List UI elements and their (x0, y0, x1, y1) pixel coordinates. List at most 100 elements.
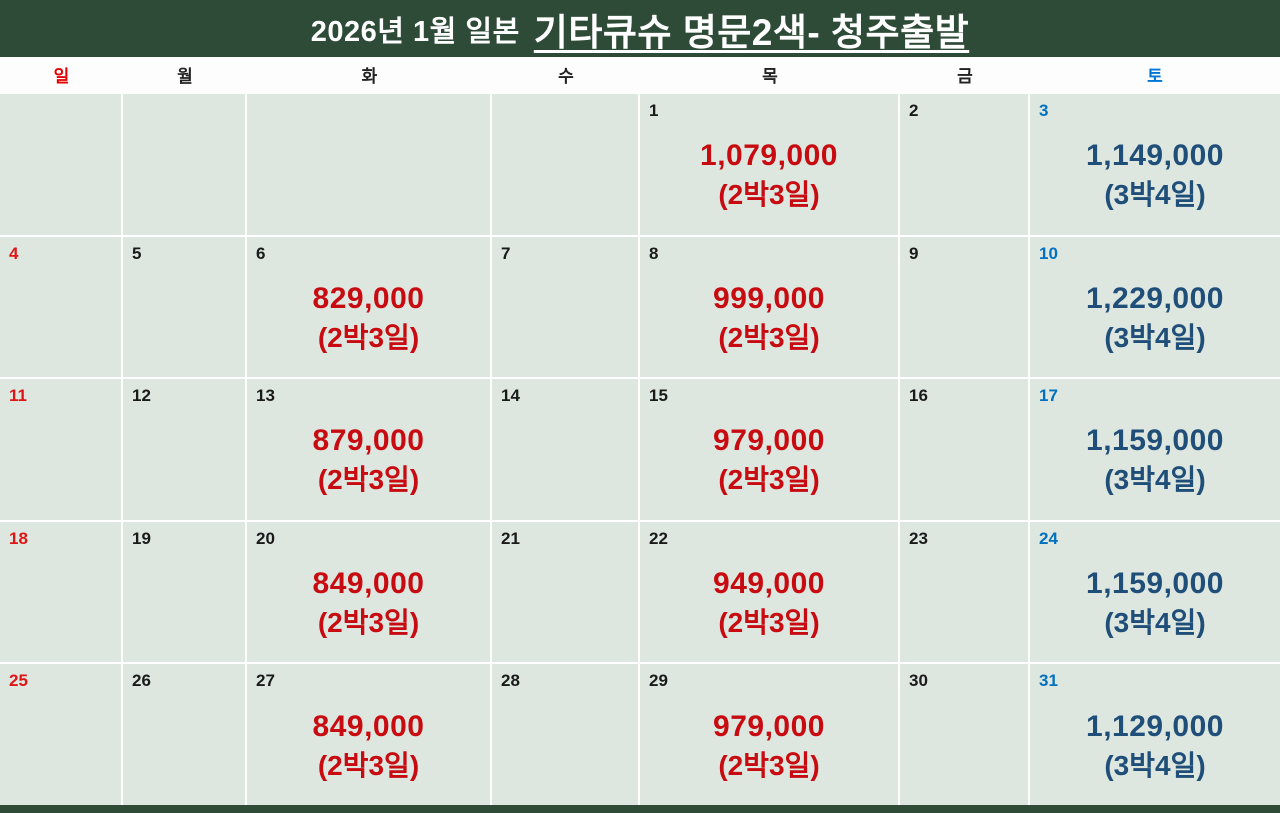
calendar-day-17[interactable]: 17 1,159,000 (3박4일) (1030, 377, 1280, 520)
day-number: 14 (501, 386, 520, 406)
tour-price: 1,159,000 (1086, 567, 1224, 601)
calendar-grid: 1 1,079,000 (2박3일) 2 3 1,149,000 (3박4일) 4 5 6 829,… (0, 92, 1280, 805)
calendar-month-title: 2026년 1월 일본 (310, 15, 520, 48)
day-number: 12 (132, 386, 151, 406)
bottom-banner (0, 805, 1280, 813)
price-block: 999,000 (2박3일) (640, 237, 898, 378)
calendar-day-30: 30 (900, 662, 1030, 805)
weekday-label-sunday: 일 (53, 67, 70, 86)
calendar-day-3[interactable]: 3 1,149,000 (3박4일) (1030, 92, 1280, 235)
calendar-day-16: 16 (900, 377, 1030, 520)
day-number: 9 (909, 243, 919, 263)
calendar-empty-cell (0, 92, 123, 235)
calendar-day-22[interactable]: 22 949,000 (2박3일) (640, 519, 900, 663)
price-block: 1,149,000 (3박4일) (1030, 94, 1280, 235)
tour-price: 1,229,000 (1086, 281, 1224, 315)
weekday-label-3: 수 (558, 67, 574, 86)
tour-price: 849,000 (312, 567, 425, 601)
day-number: 20 (256, 528, 275, 548)
price-block: 849,000 (2박3일) (247, 664, 490, 805)
weekday-label-4: 목 (762, 67, 778, 86)
tour-duration: (3박4일) (1104, 749, 1206, 781)
day-number: 28 (501, 671, 520, 691)
calendar-day-18: 18 (0, 519, 123, 663)
tour-duration: (3박4일) (1104, 321, 1206, 353)
day-number: 25 (9, 671, 28, 691)
day-number: 23 (909, 528, 928, 548)
calendar-day-13[interactable]: 13 879,000 (2박3일) (247, 377, 492, 520)
calendar-day-10[interactable]: 10 1,229,000 (3박4일) (1030, 234, 1280, 378)
tour-duration: (2박3일) (718, 749, 820, 781)
day-number: 31 (1039, 671, 1058, 691)
day-number: 5 (132, 243, 142, 263)
tour-price: 999,000 (713, 281, 825, 315)
price-block: 1,159,000 (3박4일) (1030, 522, 1280, 663)
tour-duration: (2박3일) (317, 464, 420, 496)
tour-title: 기타큐슈 명문2색- 청주출발 (533, 11, 970, 53)
calendar-day-29[interactable]: 29 979,000 (2박3일) (640, 662, 900, 805)
day-number: 24 (1039, 528, 1058, 548)
price-block: 1,079,000 (2박3일) (640, 94, 898, 235)
weekday-label-5: 금 (957, 67, 973, 86)
calendar-day-1[interactable]: 1 1,079,000 (2박3일) (640, 92, 900, 235)
tour-duration: (2박3일) (317, 607, 420, 639)
calendar-day-23: 23 (900, 519, 1030, 663)
calendar-day-5: 5 (123, 234, 247, 378)
calendar-day-20[interactable]: 20 849,000 (2박3일) (247, 519, 492, 663)
tour-price: 979,000 (713, 709, 825, 743)
tour-duration: (3박4일) (1104, 464, 1206, 496)
price-block: 979,000 (2박3일) (640, 379, 898, 520)
tour-duration: (2박3일) (718, 607, 820, 639)
day-number: 17 (1039, 386, 1058, 406)
calendar-day-9: 9 (900, 234, 1030, 378)
tour-duration: (2박3일) (317, 321, 420, 353)
tour-duration: (2박3일) (718, 321, 820, 353)
calendar-day-26: 26 (123, 662, 247, 805)
day-number: 19 (132, 528, 151, 548)
price-block: 829,000 (2박3일) (247, 237, 490, 378)
calendar-empty-cell (492, 92, 640, 235)
tour-duration: (2박3일) (718, 179, 820, 211)
price-block: 849,000 (2박3일) (247, 522, 490, 663)
day-number: 27 (256, 671, 275, 691)
calendar-day-19: 19 (123, 519, 247, 663)
calendar-day-27[interactable]: 27 849,000 (2박3일) (247, 662, 492, 805)
tour-price: 979,000 (713, 424, 825, 458)
day-number: 4 (9, 243, 19, 263)
calendar-day-8[interactable]: 8 999,000 (2박3일) (640, 234, 900, 378)
calendar-day-11: 11 (0, 377, 123, 520)
tour-price: 849,000 (312, 709, 425, 743)
price-block: 1,159,000 (3박4일) (1030, 379, 1280, 520)
weekday-label-saturday: 토 (1147, 67, 1163, 86)
tour-price: 879,000 (312, 424, 425, 458)
calendar-empty-cell (247, 92, 492, 235)
calendar-day-15[interactable]: 15 979,000 (2박3일) (640, 377, 900, 520)
calendar-empty-cell (123, 92, 247, 235)
day-number: 13 (256, 386, 275, 406)
calendar-day-24[interactable]: 24 1,159,000 (3박4일) (1030, 519, 1280, 663)
weekday-label-1: 월 (177, 67, 193, 86)
tour-price: 1,159,000 (1086, 424, 1224, 458)
tour-price: 1,149,000 (1086, 139, 1224, 173)
calendar-day-12: 12 (123, 377, 247, 520)
tour-price: 829,000 (312, 281, 425, 315)
day-number: 26 (132, 671, 151, 691)
price-block: 1,229,000 (3박4일) (1030, 237, 1280, 378)
day-number: 22 (649, 528, 668, 548)
tour-duration: (2박3일) (718, 464, 820, 496)
calendar-day-28: 28 (492, 662, 640, 805)
tour-price: 949,000 (713, 567, 825, 601)
day-number: 2 (909, 101, 919, 120)
tour-price: 1,129,000 (1086, 709, 1224, 743)
tour-duration: (3박4일) (1104, 179, 1206, 211)
price-block: 879,000 (2박3일) (247, 379, 490, 520)
day-number: 3 (1039, 101, 1049, 120)
calendar-day-14: 14 (492, 377, 640, 520)
price-block: 1,129,000 (3박4일) (1030, 664, 1280, 805)
day-number: 18 (9, 528, 28, 548)
tour-price: 1,079,000 (700, 139, 838, 173)
calendar-day-31[interactable]: 31 1,129,000 (3박4일) (1030, 662, 1280, 805)
calendar-day-6[interactable]: 6 829,000 (2박3일) (247, 234, 492, 378)
tour-duration: (3박4일) (1104, 607, 1206, 639)
